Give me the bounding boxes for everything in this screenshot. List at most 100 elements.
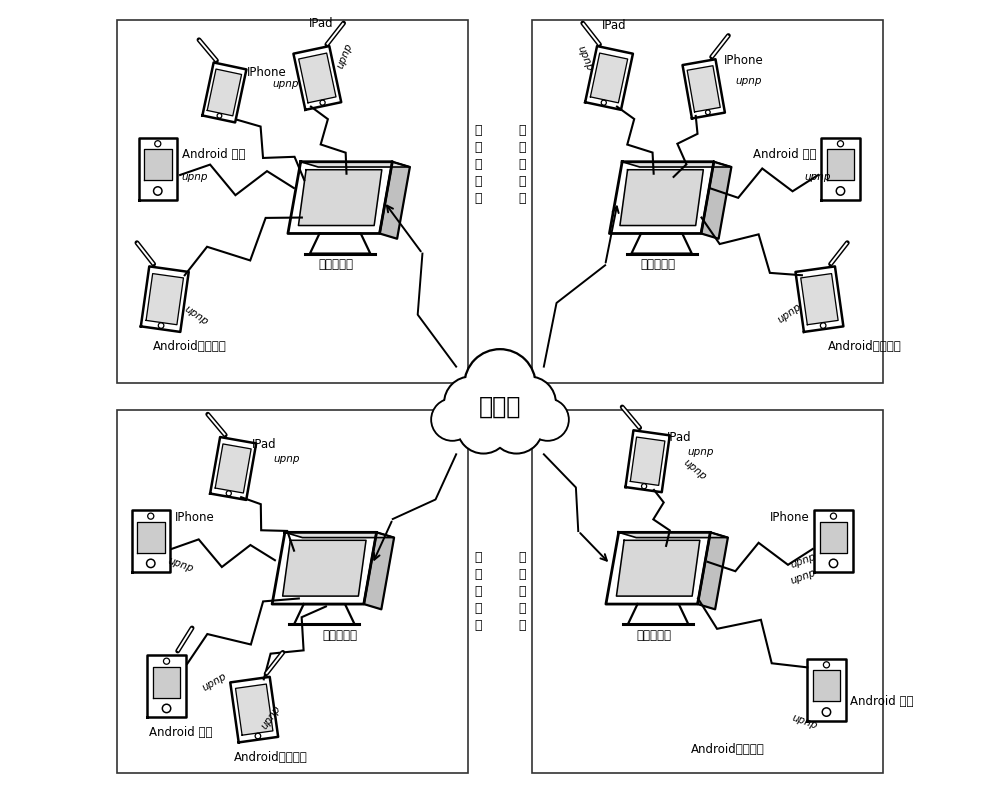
Text: upnp: upnp bbox=[681, 457, 708, 481]
Text: upnp: upnp bbox=[182, 304, 210, 327]
Polygon shape bbox=[625, 430, 670, 493]
Text: Android 手机: Android 手机 bbox=[753, 147, 817, 161]
Polygon shape bbox=[807, 658, 846, 720]
Text: upnp: upnp bbox=[789, 567, 818, 586]
Text: Android平板电脑: Android平板电脑 bbox=[153, 340, 227, 354]
Polygon shape bbox=[215, 444, 251, 493]
Circle shape bbox=[527, 399, 568, 440]
Bar bbox=[532, 410, 883, 773]
Polygon shape bbox=[210, 437, 256, 500]
Circle shape bbox=[459, 402, 508, 452]
Polygon shape bbox=[299, 53, 336, 103]
Bar bbox=[117, 410, 468, 773]
Bar bbox=[117, 20, 468, 383]
Text: 智能电视机: 智能电视机 bbox=[640, 258, 675, 271]
Text: upnp: upnp bbox=[804, 171, 831, 182]
Text: 设
备
云
节
点: 设 备 云 节 点 bbox=[518, 552, 526, 632]
Text: IPhone: IPhone bbox=[724, 54, 763, 68]
Circle shape bbox=[491, 402, 542, 453]
Polygon shape bbox=[609, 162, 714, 234]
Polygon shape bbox=[814, 510, 853, 572]
Polygon shape bbox=[380, 162, 410, 239]
Circle shape bbox=[466, 351, 534, 418]
Polygon shape bbox=[202, 62, 246, 123]
Polygon shape bbox=[272, 532, 377, 604]
Polygon shape bbox=[139, 138, 177, 200]
Polygon shape bbox=[144, 149, 172, 180]
Text: IPhone: IPhone bbox=[770, 511, 810, 524]
Polygon shape bbox=[687, 65, 720, 112]
Text: IPad: IPad bbox=[601, 18, 626, 32]
Circle shape bbox=[504, 379, 554, 428]
Polygon shape bbox=[236, 684, 273, 735]
Text: IPad: IPad bbox=[309, 17, 334, 30]
Text: Android平板电脑: Android平板电脑 bbox=[691, 743, 765, 756]
Text: 设
备
云
节
点: 设 备 云 节 点 bbox=[474, 124, 482, 206]
Text: upnp: upnp bbox=[736, 76, 762, 86]
Polygon shape bbox=[230, 677, 278, 742]
Text: Android平板电脑: Android平板电脑 bbox=[827, 340, 901, 354]
Circle shape bbox=[433, 400, 472, 439]
Text: upnp: upnp bbox=[789, 552, 818, 570]
Text: upnp: upnp bbox=[575, 44, 595, 73]
Text: upnp: upnp bbox=[200, 671, 228, 693]
Polygon shape bbox=[285, 532, 394, 538]
Text: upnp: upnp bbox=[687, 446, 714, 457]
Text: IPhone: IPhone bbox=[247, 66, 286, 79]
Text: IPhone: IPhone bbox=[175, 511, 214, 524]
Polygon shape bbox=[795, 266, 843, 332]
Text: 设
备
云
节
点: 设 备 云 节 点 bbox=[474, 552, 482, 632]
Text: upnp: upnp bbox=[182, 171, 208, 182]
Polygon shape bbox=[619, 532, 728, 538]
Polygon shape bbox=[622, 162, 731, 167]
Polygon shape bbox=[364, 532, 394, 610]
Polygon shape bbox=[628, 604, 688, 624]
Polygon shape bbox=[310, 234, 370, 253]
Polygon shape bbox=[820, 522, 847, 553]
Polygon shape bbox=[813, 670, 840, 701]
Polygon shape bbox=[827, 149, 854, 180]
Text: upnp: upnp bbox=[273, 454, 300, 464]
Text: 设备云: 设备云 bbox=[479, 395, 521, 418]
Text: upnp: upnp bbox=[790, 713, 818, 731]
Text: 智能电视机: 智能电视机 bbox=[323, 629, 358, 642]
Polygon shape bbox=[801, 273, 838, 324]
Circle shape bbox=[432, 399, 473, 440]
Polygon shape bbox=[293, 46, 341, 110]
Text: Android 手机: Android 手机 bbox=[850, 695, 914, 709]
Circle shape bbox=[492, 402, 541, 452]
Polygon shape bbox=[616, 540, 700, 596]
Polygon shape bbox=[153, 667, 180, 698]
Polygon shape bbox=[606, 532, 710, 604]
Text: Android平板电脑: Android平板电脑 bbox=[234, 751, 308, 764]
Text: 智能电视机: 智能电视机 bbox=[319, 258, 354, 271]
Polygon shape bbox=[620, 170, 703, 226]
Text: Android 手机: Android 手机 bbox=[149, 726, 213, 739]
Polygon shape bbox=[698, 532, 728, 610]
Polygon shape bbox=[631, 234, 692, 253]
Polygon shape bbox=[301, 162, 410, 167]
Circle shape bbox=[504, 378, 555, 429]
Polygon shape bbox=[283, 540, 366, 596]
Text: IPad: IPad bbox=[252, 438, 277, 451]
Polygon shape bbox=[585, 46, 633, 110]
Polygon shape bbox=[207, 69, 242, 116]
Polygon shape bbox=[288, 162, 392, 234]
Text: upnp: upnp bbox=[272, 80, 299, 89]
Polygon shape bbox=[701, 162, 731, 239]
Text: 设
备
云
节
点: 设 备 云 节 点 bbox=[518, 124, 526, 206]
Text: upnp: upnp bbox=[259, 704, 282, 732]
Circle shape bbox=[465, 350, 535, 419]
Polygon shape bbox=[137, 522, 165, 553]
Circle shape bbox=[445, 378, 496, 429]
Text: IPad: IPad bbox=[667, 431, 691, 444]
Polygon shape bbox=[683, 59, 725, 119]
Text: upnp: upnp bbox=[776, 302, 803, 325]
Polygon shape bbox=[141, 266, 189, 332]
Circle shape bbox=[528, 400, 567, 439]
Circle shape bbox=[446, 379, 496, 428]
Text: upnp: upnp bbox=[167, 556, 195, 574]
Text: 智能电视机: 智能电视机 bbox=[637, 629, 672, 642]
Polygon shape bbox=[147, 655, 186, 717]
Text: upnp: upnp bbox=[335, 41, 354, 70]
